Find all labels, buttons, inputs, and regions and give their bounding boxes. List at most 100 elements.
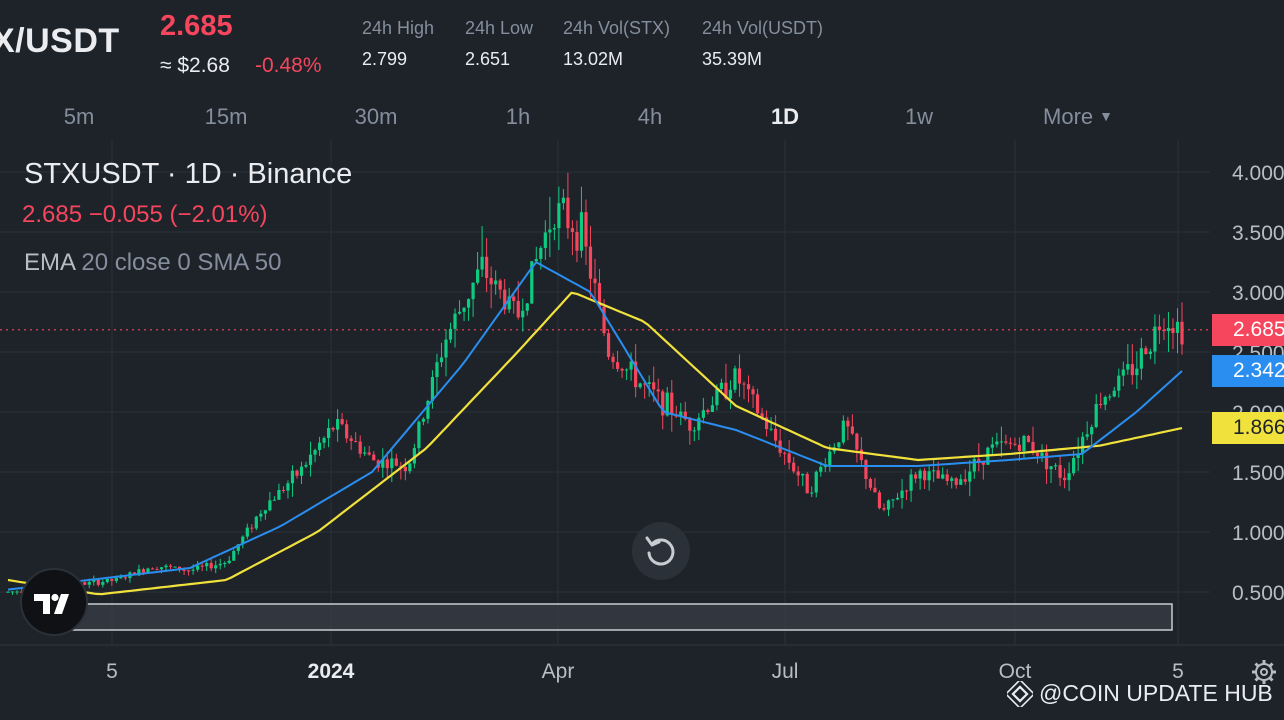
candle-body	[200, 565, 204, 567]
chart-canvas[interactable]	[0, 140, 1284, 720]
tab-1d[interactable]: 1D	[770, 104, 800, 129]
candle-body	[877, 492, 882, 509]
candle-body	[950, 478, 954, 481]
candle-body	[968, 471, 972, 482]
candle-body	[886, 500, 891, 510]
candle-body	[1013, 443, 1017, 445]
settings-gear-icon[interactable]	[1250, 658, 1278, 686]
candle-body	[6, 591, 10, 593]
candle-body	[250, 527, 254, 529]
reset-chart-icon	[645, 536, 675, 566]
candle-body	[593, 278, 597, 284]
candle-body	[643, 383, 647, 385]
candle-body	[96, 579, 100, 585]
candle-body	[755, 394, 760, 414]
candle-body	[1017, 444, 1022, 451]
candle-body	[340, 419, 344, 425]
tab-4h[interactable]: 4h	[637, 104, 663, 129]
candle-body	[602, 306, 606, 334]
candle-body	[141, 569, 146, 573]
candle-body	[611, 356, 615, 363]
price-chart[interactable]	[0, 140, 1284, 720]
last-price: 2.685	[160, 10, 233, 42]
candle-body	[855, 433, 859, 450]
candle-body	[692, 430, 696, 432]
candle-body	[123, 577, 127, 579]
candle-body	[552, 228, 556, 230]
tab-30m[interactable]: 30m	[354, 104, 398, 129]
candle-body	[588, 246, 593, 279]
change-percent: -0.48%	[255, 54, 322, 77]
reset-chart-button[interactable]	[632, 522, 690, 580]
candle-body	[363, 452, 367, 454]
candle-body	[408, 463, 412, 472]
candle-body	[1049, 466, 1053, 470]
candle-body	[480, 256, 484, 270]
legend-symbol[interactable]: STXUSDT · 1D · Binance	[24, 158, 353, 190]
candle-body	[801, 473, 805, 476]
candle-body	[850, 426, 854, 434]
y-axis-label: 0.500	[1232, 582, 1284, 605]
candle-body	[688, 419, 692, 431]
candle-body	[196, 565, 200, 570]
tab-1w[interactable]: 1w	[904, 104, 934, 129]
candle-body	[656, 389, 660, 392]
candle-body	[444, 339, 448, 358]
x-axis-label: Jul	[771, 660, 799, 683]
candle-body	[913, 474, 918, 479]
tradingview-logo-glyph	[34, 593, 69, 614]
candle-body	[503, 289, 507, 310]
candle-body	[150, 568, 155, 570]
candle-body	[575, 232, 579, 251]
tradingview-logo-icon[interactable]	[20, 568, 88, 636]
candle-body	[548, 229, 552, 233]
candle-body	[187, 570, 191, 572]
candle-body	[1090, 427, 1094, 435]
candle-body	[570, 228, 575, 233]
watermark-text: @COIN UPDATE HUB	[1039, 680, 1273, 706]
candle-body	[936, 470, 940, 479]
candle-body	[1076, 453, 1080, 459]
tab-more[interactable]: More ▼	[1043, 104, 1113, 130]
candle-body	[322, 438, 326, 443]
candle-body	[774, 428, 778, 441]
candle-body	[87, 581, 91, 585]
candle-body	[92, 579, 96, 582]
candle-body	[1067, 473, 1071, 481]
candle-body	[796, 471, 800, 476]
tab-1h[interactable]: 1h	[505, 104, 531, 129]
candle-body	[895, 497, 900, 500]
candle-body	[864, 460, 868, 480]
legend-indicator[interactable]: EMA 20 close 0 SMA 50	[24, 249, 281, 277]
tab-5m[interactable]: 5m	[63, 104, 95, 129]
candle-body	[394, 458, 398, 466]
candle-body	[308, 454, 313, 465]
candle-body	[647, 382, 651, 385]
candle-body	[299, 466, 304, 476]
candle-body	[733, 368, 737, 390]
candle-body	[972, 459, 976, 472]
candle-body	[764, 417, 769, 429]
candle-body	[710, 405, 714, 412]
candle-body	[1180, 321, 1184, 345]
stat-value: 2.799	[362, 49, 408, 69]
stat-24h-vol-stx: 24h Vol(STX) 13.02M	[563, 18, 670, 70]
candle-body	[205, 563, 209, 567]
y-axis-label: 3.500	[1232, 222, 1284, 245]
candle-body	[159, 567, 164, 570]
binance-diamond-icon	[1007, 680, 1033, 707]
candle-body	[579, 212, 584, 251]
candle-body	[168, 565, 173, 567]
candle-body	[286, 483, 290, 491]
candle-body	[1153, 326, 1157, 352]
candle-body	[823, 466, 827, 468]
tab-15m[interactable]: 15m	[204, 104, 248, 129]
candle-body	[182, 570, 186, 572]
candle-body	[1130, 364, 1134, 376]
trading-pair[interactable]: X/USDT	[0, 22, 120, 60]
candle-body	[1035, 452, 1040, 457]
candle-body	[882, 508, 886, 510]
tab-more-label: More	[1043, 104, 1094, 129]
candle-body	[728, 389, 733, 399]
candle-body	[1171, 328, 1175, 333]
